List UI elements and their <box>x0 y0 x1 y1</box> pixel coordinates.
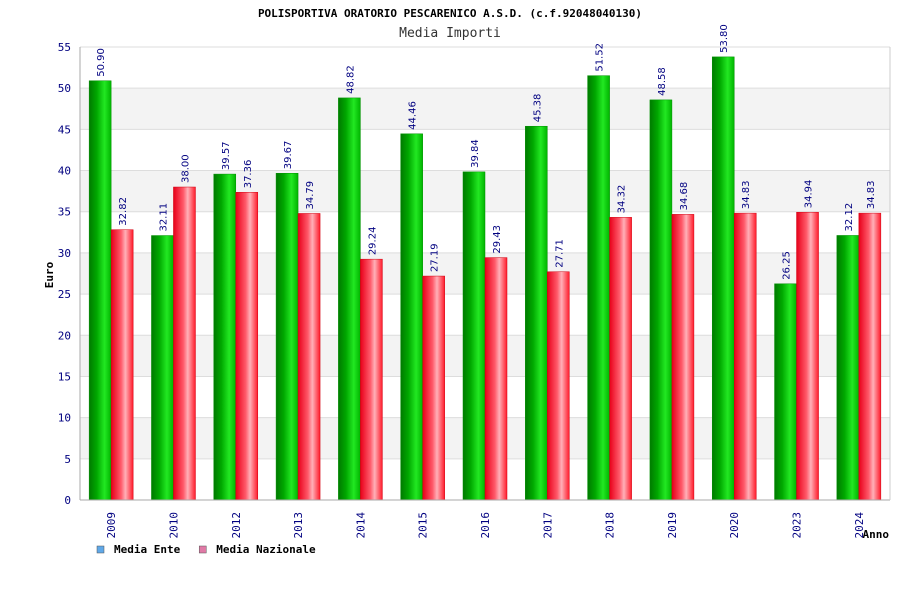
y-tick-label: 50 <box>58 82 71 95</box>
bar-value-label: 53.80 <box>719 24 730 53</box>
bar-value-label: 34.83 <box>741 180 752 209</box>
x-tick-label: 2023 <box>791 512 804 539</box>
bar-value-label: 27.71 <box>554 239 565 268</box>
bar-media-ente <box>836 235 860 501</box>
x-tick-label: 2014 <box>354 512 367 539</box>
bar-media-nazionale <box>609 217 632 501</box>
bar-value-label: 37.36 <box>243 160 254 189</box>
bar-value-label: 44.46 <box>408 101 419 130</box>
x-tick-label: 2016 <box>479 512 492 539</box>
bar-media-ente <box>587 75 610 501</box>
bar-value-label: 27.19 <box>430 243 441 272</box>
bar-media-nazionale <box>110 229 134 501</box>
bar-value-label: 38.00 <box>180 154 191 183</box>
bar-media-ente <box>275 173 299 501</box>
bar-value-label: 32.82 <box>118 197 129 226</box>
y-tick-label: 55 <box>58 41 71 54</box>
x-axis-label: Anno <box>863 528 890 541</box>
x-tick-label: 2012 <box>230 512 243 539</box>
y-tick-label: 5 <box>64 453 71 466</box>
legend: Media Ente Media Nazionale <box>96 543 316 556</box>
legend-swatch <box>198 545 207 554</box>
bar-media-nazionale <box>671 214 695 501</box>
y-tick-label: 35 <box>58 206 71 219</box>
bar-media-ente <box>338 97 361 501</box>
bar-media-ente <box>711 56 735 501</box>
bar-value-label: 26.25 <box>782 251 793 280</box>
bar-value-label: 34.83 <box>866 180 877 209</box>
bar-value-label: 34.32 <box>617 185 628 214</box>
bar-value-label: 48.82 <box>345 65 356 94</box>
bar-media-nazionale <box>297 213 321 501</box>
x-tick-label: 2013 <box>292 512 305 539</box>
bar-value-label: 34.68 <box>679 182 690 211</box>
chart-subtitle: Media Importi <box>399 26 501 41</box>
bar-value-label: 32.11 <box>158 203 169 232</box>
x-tick-label: 2018 <box>604 512 617 539</box>
legend-label: Media Nazionale <box>216 543 316 556</box>
bar-value-label: 45.38 <box>532 94 543 123</box>
bar-media-nazionale <box>235 192 259 501</box>
bar-media-nazionale <box>858 212 882 501</box>
bar-media-ente <box>213 173 237 501</box>
x-tick-label: 2020 <box>728 512 741 539</box>
bar-media-ente <box>462 171 486 501</box>
x-tick-label: 2019 <box>666 512 679 539</box>
legend-swatch <box>96 545 105 554</box>
bar-value-label: 29.43 <box>492 225 503 254</box>
bar-media-ente <box>151 235 174 501</box>
y-axis-label: Euro <box>43 261 56 288</box>
y-tick-label: 30 <box>58 247 71 260</box>
bar-value-label: 29.24 <box>367 227 378 256</box>
y-tick-label: 45 <box>58 123 71 136</box>
legend-label: Media Ente <box>114 543 181 556</box>
bar-value-label: 39.84 <box>470 139 481 168</box>
y-tick-label: 10 <box>58 412 71 425</box>
bar-media-nazionale <box>796 211 819 501</box>
bar-media-ente <box>774 283 797 501</box>
bar-value-label: 48.58 <box>657 67 668 96</box>
bar-media-ente <box>649 99 673 501</box>
chart-title: POLISPORTIVA ORATORIO PESCARENICO A.S.D.… <box>258 7 642 20</box>
bar-value-label: 34.94 <box>804 180 815 209</box>
bar-media-nazionale <box>547 271 570 501</box>
bar-media-nazionale <box>173 186 196 501</box>
bar-value-label: 32.12 <box>844 203 855 232</box>
y-tick-label: 15 <box>58 370 71 383</box>
bar-value-label: 39.67 <box>283 141 294 170</box>
bar-value-label: 51.52 <box>595 43 606 72</box>
x-tick-label: 2015 <box>417 512 430 539</box>
x-tick-label: 2024 <box>853 512 866 539</box>
grid-band <box>80 88 890 130</box>
bar-media-ente <box>88 80 112 501</box>
y-tick-label: 40 <box>58 165 71 178</box>
bar-value-label: 50.90 <box>96 48 107 77</box>
bar-media-nazionale <box>360 258 383 501</box>
grid-band <box>80 129 890 171</box>
grid-band <box>80 47 890 89</box>
bar-media-nazionale <box>733 212 757 501</box>
x-tick-label: 2009 <box>105 512 118 539</box>
x-tick-label: 2010 <box>167 512 180 539</box>
bar-value-label: 39.57 <box>221 141 232 170</box>
y-tick-label: 25 <box>58 288 71 301</box>
y-tick-label: 0 <box>64 494 71 507</box>
x-tick-label: 2017 <box>541 512 554 539</box>
bar-media-ente <box>525 125 548 501</box>
bar-value-label: 34.79 <box>305 181 316 210</box>
bar-media-nazionale <box>484 257 508 501</box>
y-tick-label: 20 <box>58 329 71 342</box>
bar-media-ente <box>400 133 423 501</box>
bar-media-nazionale <box>422 275 445 501</box>
